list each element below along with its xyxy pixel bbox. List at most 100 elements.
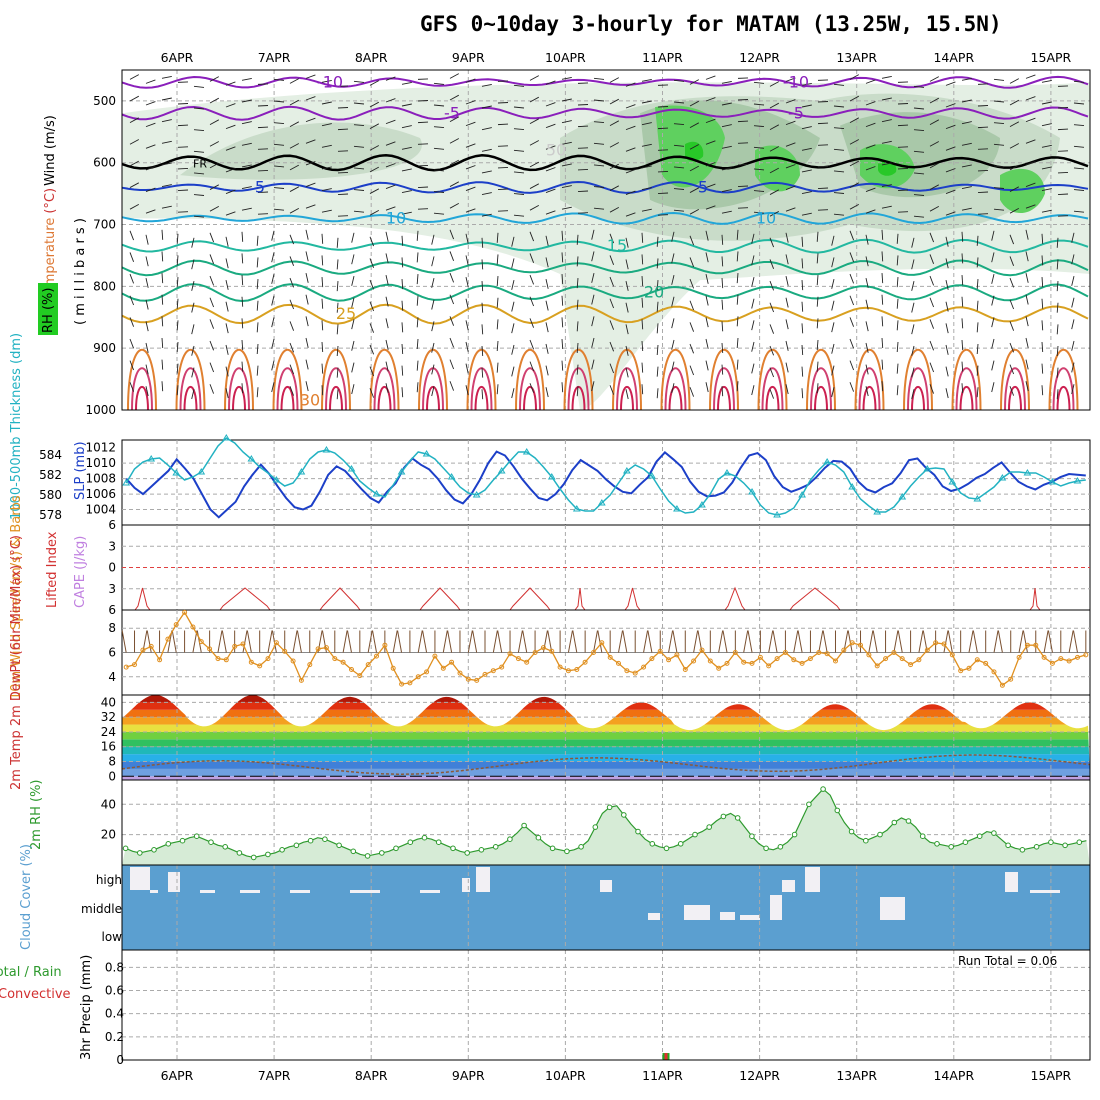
wind-barb: [831, 387, 835, 398]
wind-barb: [897, 189, 909, 191]
wind-barb: [656, 258, 659, 269]
rh-point: [578, 844, 584, 850]
wind-barb: [225, 236, 229, 247]
surface-barb: [467, 630, 473, 653]
thickness-marker: [597, 499, 606, 506]
wind-barb: [193, 107, 205, 110]
wind-barb: [881, 162, 892, 166]
wind-barb: [385, 296, 389, 307]
thickness-marker: [823, 458, 832, 465]
wind-speed-point: [799, 660, 805, 666]
wind-barb: [513, 171, 525, 174]
li-tick: 6: [108, 603, 116, 617]
wind-barb: [591, 359, 595, 370]
wind-barb: [289, 164, 300, 171]
wind-barb: [625, 147, 636, 152]
cloud-gap: [462, 878, 470, 892]
temp-band: [122, 768, 1090, 777]
wind-barb: [881, 359, 884, 370]
wind-barb: [496, 384, 499, 395]
wind-barb: [769, 367, 775, 378]
wind-barb: [481, 324, 484, 335]
slp-ylabel: SLP (mb): [73, 441, 88, 500]
rh-point: [820, 786, 826, 792]
wind-barb: [751, 255, 755, 266]
wind-barb: [225, 388, 229, 399]
wind-barb: [289, 277, 295, 288]
wind-barb: [529, 140, 540, 146]
wind-barb: [961, 99, 972, 103]
rh-point: [891, 819, 898, 826]
wind-barb: [641, 232, 644, 243]
wind-barb: [1009, 321, 1015, 331]
date-label-top: 7APR: [258, 50, 291, 65]
wind-barb: [145, 256, 149, 267]
date-label-bottom: 11APR: [642, 1068, 683, 1083]
date-label-top: 13APR: [836, 50, 877, 65]
thickness-marker: [622, 467, 631, 474]
wind-speed-point: [1083, 652, 1089, 658]
wind-barb: [737, 99, 749, 101]
wind-barb: [561, 382, 564, 393]
wind-speed-point: [691, 658, 697, 664]
wind-barb: [271, 360, 275, 371]
wind-barb: [881, 75, 892, 79]
wind-barb: [849, 230, 855, 241]
temp-band: [122, 717, 1090, 725]
wind-barb: [449, 229, 455, 240]
wind-barb: [256, 257, 259, 268]
thickness-marker: [247, 455, 256, 462]
wind-barb: [496, 232, 499, 243]
wind-barb: [673, 166, 685, 169]
wind-barb: [1041, 298, 1044, 309]
warm-contour: [1048, 348, 1079, 411]
wind-barb: [449, 73, 460, 79]
wind-speed-point: [1058, 656, 1064, 662]
wind-speed-point: [198, 639, 204, 645]
wind-barb: [751, 233, 755, 244]
wind-barb: [545, 365, 549, 376]
warm-contour: [474, 386, 489, 411]
wind-barb: [1041, 144, 1052, 148]
rh-point: [279, 847, 285, 853]
rh-point: [791, 831, 798, 838]
wind-barb: [369, 388, 375, 398]
wind-barb: [721, 278, 724, 289]
wind-speed-point: [849, 640, 855, 646]
wind-barb: [641, 187, 652, 190]
wind-barb: [176, 385, 179, 396]
wind-barb: [433, 147, 445, 150]
wind-barb: [385, 119, 396, 125]
wind-barb: [145, 321, 149, 332]
wind-barb: [593, 207, 605, 210]
wind-speed-point: [565, 668, 571, 674]
wind-barb: [271, 338, 275, 349]
warm-contour: [179, 367, 202, 411]
date-label-top: 8APR: [355, 50, 388, 65]
wind-barb: [1041, 101, 1052, 105]
thickness-tick: 584: [39, 448, 62, 462]
wind-barb: [1073, 210, 1085, 213]
isotherm-label: 10: [386, 208, 406, 227]
wind-barb: [129, 139, 140, 145]
wind-barb: [431, 256, 435, 267]
wind-barb: [641, 319, 644, 330]
wind-barb: [225, 124, 236, 130]
wind-barb: [785, 384, 789, 395]
wind-barb: [816, 296, 819, 307]
date-label-top: 14APR: [933, 50, 974, 65]
wind-barb: [416, 382, 419, 393]
wind-barb: [351, 254, 355, 265]
wind-barb: [511, 366, 515, 377]
wind-barb: [417, 121, 429, 124]
wind-barb: [369, 80, 380, 86]
upper-air-frame: [121, 69, 1091, 411]
wind-barb: [801, 169, 812, 173]
wind-barb: [896, 363, 899, 374]
wind-barb: [751, 363, 755, 374]
cloud-gap: [782, 880, 795, 892]
wind-barb: [351, 362, 355, 373]
wind-barb: [161, 229, 164, 240]
wind-barb: [1057, 128, 1069, 131]
wind-barb: [1009, 386, 1015, 396]
